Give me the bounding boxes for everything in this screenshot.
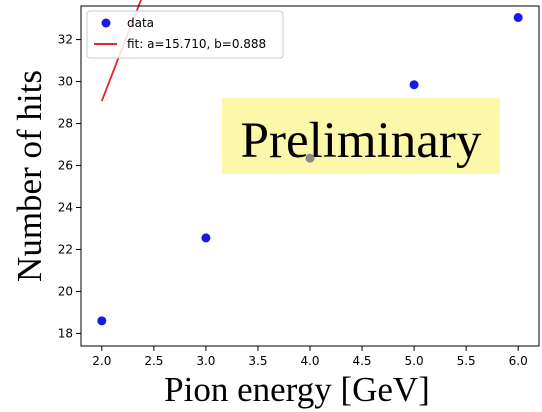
x-tick-label: 2.0 bbox=[92, 354, 111, 368]
y-axis-label: Number of hits bbox=[10, 70, 49, 282]
y-tick-label: 32 bbox=[58, 33, 73, 47]
y-tick-label: 28 bbox=[58, 117, 73, 131]
data-point-under-watermark bbox=[305, 153, 315, 163]
x-tick-label: 6.0 bbox=[509, 354, 528, 368]
legend: data fit: a=15.710, b=0.888 bbox=[86, 10, 284, 59]
legend-label-fit: fit: a=15.710, b=0.888 bbox=[127, 37, 266, 51]
data-point bbox=[513, 13, 523, 23]
x-tick-label: 3.5 bbox=[248, 354, 267, 368]
y-tick-label: 26 bbox=[58, 159, 73, 173]
data-point bbox=[97, 316, 107, 326]
preliminary-watermark: Preliminary bbox=[222, 98, 500, 174]
data-point bbox=[201, 233, 211, 243]
plot-area bbox=[81, 6, 539, 346]
y-tick-label: 18 bbox=[58, 326, 73, 340]
x-tick-label: 5.0 bbox=[405, 354, 424, 368]
x-tick-label: 4.5 bbox=[352, 354, 371, 368]
watermark-text: Preliminary bbox=[241, 113, 482, 169]
data-point bbox=[409, 80, 419, 90]
y-tick-label: 24 bbox=[58, 200, 73, 214]
x-axis-ticks: 2.0 2.5 3.0 3.5 4.0 4.5 5.0 5.5 6.0 bbox=[92, 346, 528, 368]
plot-border bbox=[80, 5, 540, 347]
x-tick-label: 2.5 bbox=[144, 354, 163, 368]
x-tick-label: 4.0 bbox=[300, 354, 319, 368]
x-tick-label: 5.5 bbox=[457, 354, 476, 368]
legend-box bbox=[86, 10, 284, 59]
x-axis-label: Pion energy [GeV] bbox=[164, 370, 430, 409]
legend-label-data: data bbox=[127, 16, 154, 30]
watermark-background bbox=[222, 98, 500, 174]
x-tick-label: 3.0 bbox=[196, 354, 215, 368]
y-axis-ticks: 18 20 22 24 26 28 30 32 bbox=[58, 33, 81, 340]
y-tick-label: 20 bbox=[58, 284, 73, 298]
legend-marker-data bbox=[101, 18, 111, 28]
overlapping-point-layer bbox=[305, 153, 315, 163]
y-tick-label: 30 bbox=[58, 75, 73, 89]
y-tick-label: 22 bbox=[58, 242, 73, 256]
